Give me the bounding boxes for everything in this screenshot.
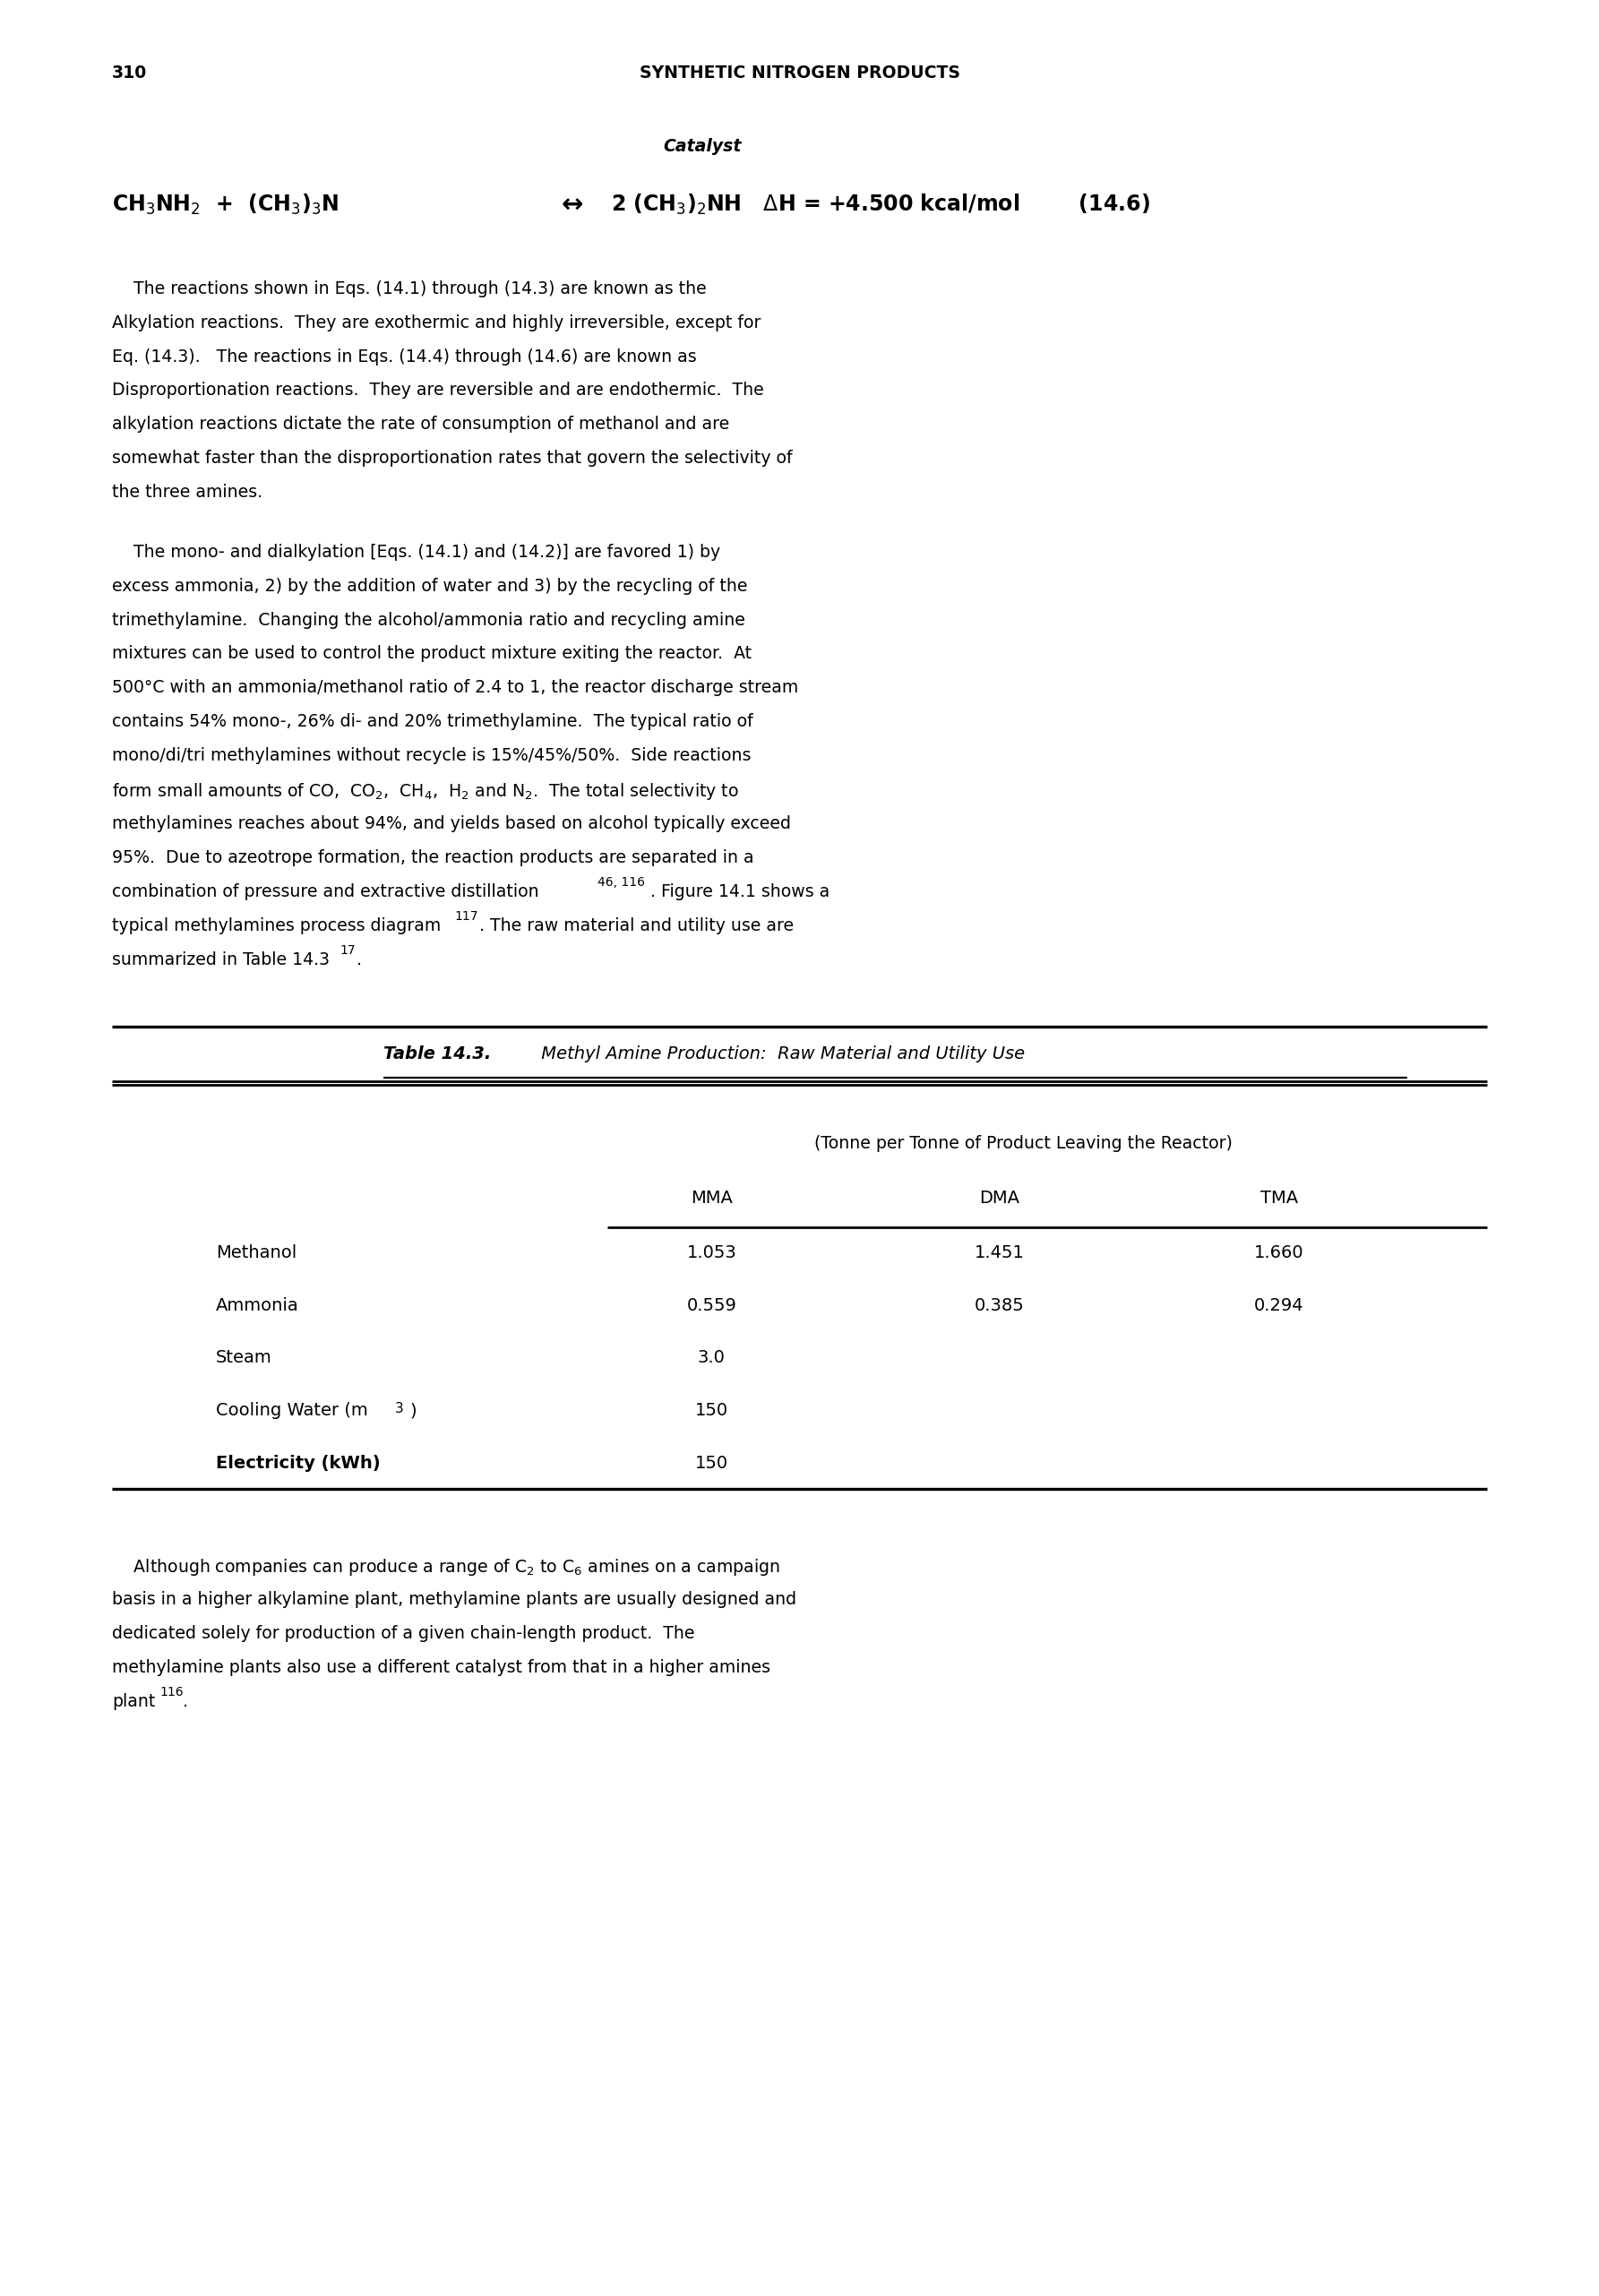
Text: summarized in Table 14.3: summarized in Table 14.3 [112, 951, 329, 969]
Text: .: . [182, 1692, 187, 1711]
Text: somewhat faster than the disproportionation rates that govern the selectivity of: somewhat faster than the disproportionat… [112, 450, 793, 466]
Text: typical methylamines process diagram: typical methylamines process diagram [112, 916, 441, 934]
Text: Electricity (kWh): Electricity (kWh) [216, 1456, 381, 1472]
Text: (Tonne per Tonne of Product Leaving the Reactor): (Tonne per Tonne of Product Leaving the … [814, 1137, 1233, 1153]
Text: Ammonia: Ammonia [216, 1297, 299, 1313]
Text: 1.660: 1.660 [1254, 1244, 1305, 1261]
Text: basis in a higher alkylamine plant, methylamine plants are usually designed and: basis in a higher alkylamine plant, meth… [112, 1591, 796, 1607]
Text: 150: 150 [696, 1456, 728, 1472]
Text: Cooling Water (m: Cooling Water (m [216, 1403, 368, 1419]
Text: CH$_3$NH$_2$  +  (CH$_3$)$_3$N: CH$_3$NH$_2$ + (CH$_3$)$_3$N [112, 193, 339, 218]
Text: 116: 116 [160, 1685, 184, 1699]
Text: . The raw material and utility use are: . The raw material and utility use are [480, 916, 793, 934]
Text: form small amounts of CO,  CO$_2$,  CH$_4$,  H$_2$ and N$_2$.  The total selecti: form small amounts of CO, CO$_2$, CH$_4$… [112, 781, 739, 801]
Text: methylamine plants also use a different catalyst from that in a higher amines: methylamine plants also use a different … [112, 1660, 771, 1676]
Text: 0.559: 0.559 [686, 1297, 737, 1313]
Text: methylamines reaches about 94%, and yields based on alcohol typically exceed: methylamines reaches about 94%, and yiel… [112, 815, 792, 833]
Text: mixtures can be used to control the product mixture exiting the reactor.  At: mixtures can be used to control the prod… [112, 645, 752, 664]
Text: 3: 3 [395, 1403, 403, 1417]
Text: Alkylation reactions.  They are exothermic and highly irreversible, except for: Alkylation reactions. They are exothermi… [112, 315, 761, 331]
Text: 3.0: 3.0 [697, 1350, 726, 1366]
Text: ↔: ↔ [561, 193, 584, 218]
Text: Disproportionation reactions.  They are reversible and are endothermic.  The: Disproportionation reactions. They are r… [112, 381, 764, 400]
Text: dedicated solely for production of a given chain-length product.  The: dedicated solely for production of a giv… [112, 1626, 694, 1642]
Text: The reactions shown in Eqs. (14.1) through (14.3) are known as the: The reactions shown in Eqs. (14.1) throu… [112, 280, 707, 296]
Text: 117: 117 [454, 909, 478, 923]
Text: Catalyst: Catalyst [664, 138, 742, 154]
Text: ): ) [409, 1403, 416, 1419]
Text: 46, 116: 46, 116 [596, 877, 644, 889]
Text: the three amines.: the three amines. [112, 484, 262, 501]
Text: 150: 150 [696, 1403, 728, 1419]
Text: . Figure 14.1 shows a: . Figure 14.1 shows a [651, 884, 830, 900]
Text: alkylation reactions dictate the rate of consumption of methanol and are: alkylation reactions dictate the rate of… [112, 416, 729, 434]
Text: 500°C with an ammonia/methanol ratio of 2.4 to 1, the reactor discharge stream: 500°C with an ammonia/methanol ratio of … [112, 680, 798, 696]
Text: 310: 310 [112, 64, 147, 80]
Text: Methyl Amine Production:  Raw Material and Utility Use: Methyl Amine Production: Raw Material an… [536, 1045, 1025, 1063]
Text: 2 (CH$_3$)$_2$NH   $\Delta$H = +4.500 kcal/mol        (14.6): 2 (CH$_3$)$_2$NH $\Delta$H = +4.500 kcal… [611, 193, 1150, 218]
Text: TMA: TMA [1260, 1189, 1298, 1208]
Text: The mono- and dialkylation [Eqs. (14.1) and (14.2)] are favored 1) by: The mono- and dialkylation [Eqs. (14.1) … [112, 544, 720, 560]
Text: MMA: MMA [691, 1189, 732, 1208]
Text: Although companies can produce a range of C$_2$ to C$_6$ amines on a campaign: Although companies can produce a range o… [112, 1557, 780, 1577]
Text: mono/di/tri methylamines without recycle is 15%/45%/50%.  Side reactions: mono/di/tri methylamines without recycle… [112, 748, 752, 765]
Text: Steam: Steam [216, 1350, 272, 1366]
Text: contains 54% mono-, 26% di- and 20% trimethylamine.  The typical ratio of: contains 54% mono-, 26% di- and 20% trim… [112, 714, 753, 730]
Text: 17: 17 [341, 944, 357, 957]
Text: 0.294: 0.294 [1254, 1297, 1305, 1313]
Text: excess ammonia, 2) by the addition of water and 3) by the recycling of the: excess ammonia, 2) by the addition of wa… [112, 579, 747, 595]
Text: .: . [357, 951, 361, 969]
Text: combination of pressure and extractive distillation: combination of pressure and extractive d… [112, 884, 539, 900]
Text: plant: plant [112, 1692, 155, 1711]
Text: 1.451: 1.451 [974, 1244, 1025, 1261]
Text: DMA: DMA [979, 1189, 1020, 1208]
Text: Table 14.3.: Table 14.3. [384, 1045, 491, 1063]
Text: SYNTHETIC NITROGEN PRODUCTS: SYNTHETIC NITROGEN PRODUCTS [640, 64, 959, 80]
Text: 0.385: 0.385 [974, 1297, 1025, 1313]
Text: trimethylamine.  Changing the alcohol/ammonia ratio and recycling amine: trimethylamine. Changing the alcohol/amm… [112, 611, 745, 629]
Text: Eq. (14.3).   The reactions in Eqs. (14.4) through (14.6) are known as: Eq. (14.3). The reactions in Eqs. (14.4)… [112, 349, 697, 365]
Text: Methanol: Methanol [216, 1244, 297, 1261]
Text: 1.053: 1.053 [686, 1244, 737, 1261]
Text: 95%.  Due to azeotrope formation, the reaction products are separated in a: 95%. Due to azeotrope formation, the rea… [112, 850, 753, 866]
